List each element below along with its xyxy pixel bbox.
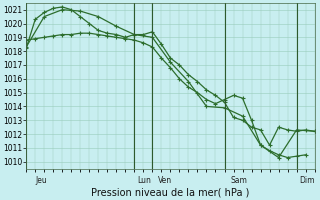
Text: Jeu: Jeu — [35, 176, 47, 185]
Text: Dim: Dim — [300, 176, 315, 185]
Text: Sam: Sam — [230, 176, 247, 185]
Text: Lun: Lun — [137, 176, 151, 185]
Text: Ven: Ven — [158, 176, 172, 185]
X-axis label: Pression niveau de la mer( hPa ): Pression niveau de la mer( hPa ) — [91, 187, 250, 197]
